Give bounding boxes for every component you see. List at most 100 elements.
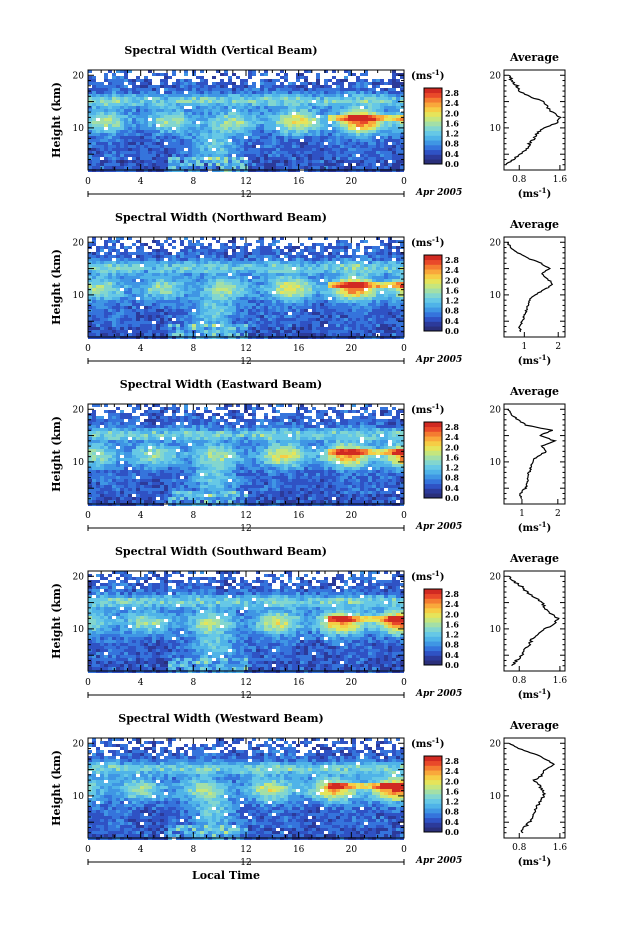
heatmap-cell (352, 285, 356, 288)
heatmap-cell (180, 321, 184, 324)
heatmap-cell (88, 315, 92, 318)
heatmap-cell (360, 279, 364, 282)
heatmap-cell (280, 321, 284, 324)
heatmap-cell (264, 261, 268, 264)
heatmap-cell (368, 291, 372, 294)
heatmap-cell (96, 100, 100, 103)
heatmap-cell (264, 112, 268, 115)
heatmap-cell (252, 124, 256, 127)
heatmap-cell (228, 309, 232, 312)
heatmap-cell (340, 103, 344, 106)
heatmap-cell (252, 273, 256, 276)
heatmap-cell (156, 258, 160, 261)
heatmap-cell (312, 246, 316, 249)
heatmap-cell (244, 273, 248, 276)
heatmap-cell (104, 154, 108, 157)
heatmap-cell (200, 267, 204, 270)
heatmap-cell (112, 103, 116, 106)
heatmap-cell (168, 130, 172, 133)
heatmap-cell (332, 115, 336, 118)
heatmap-cell (240, 88, 244, 91)
heatmap-cell (140, 282, 144, 285)
heatmap-cell (140, 94, 144, 97)
heatmap-cell (108, 154, 112, 157)
heatmap-cell (296, 115, 300, 118)
heatmap-cell (272, 324, 276, 327)
heatmap-cell (108, 139, 112, 142)
heatmap-cell (268, 115, 272, 118)
heatmap-cell (164, 324, 168, 327)
heatmap-cell (320, 330, 324, 333)
heatmap-cell (352, 315, 356, 318)
heatmap-cell (392, 73, 396, 76)
heatmap-cell (268, 312, 272, 315)
heatmap-cell (392, 157, 396, 160)
heatmap-cell (268, 91, 272, 94)
heatmap-cell (284, 127, 288, 130)
heatmap-cell (304, 294, 308, 297)
heatmap-cell (232, 291, 236, 294)
heatmap-cell (200, 103, 204, 106)
heatmap-cell (360, 79, 364, 82)
heatmap-cell (332, 288, 336, 291)
heatmap-cell (204, 267, 208, 270)
heatmap-cell (104, 118, 108, 121)
heatmap-cell (228, 306, 232, 309)
heatmap-cell (392, 291, 396, 294)
heatmap-cell (276, 327, 280, 330)
heatmap-cell (364, 124, 368, 127)
heatmap-cell (388, 288, 392, 291)
heatmap-cell (92, 252, 96, 255)
heatmap-cell (188, 82, 192, 85)
heatmap-cell (276, 267, 280, 270)
heatmap-cell (100, 97, 104, 100)
heatmap-cell (184, 109, 188, 112)
heatmap-cell (364, 82, 368, 85)
heatmap-cell (192, 133, 196, 136)
heatmap-cell (112, 285, 116, 288)
heatmap-cell (176, 121, 180, 124)
heatmap-cell (392, 94, 396, 97)
heatmap-cell (284, 145, 288, 148)
heatmap-cell (248, 109, 252, 112)
heatmap-cell (160, 94, 164, 97)
heatmap-cell (340, 276, 344, 279)
heatmap-cell (364, 79, 368, 82)
heatmap-cell (136, 100, 140, 103)
heatmap-cell (300, 157, 304, 160)
heatmap-cell (124, 118, 128, 121)
heatmap-cell (200, 163, 204, 166)
heatmap-cell (364, 315, 368, 318)
heatmap-cell (360, 264, 364, 267)
heatmap-cell (320, 136, 324, 139)
heatmap-cell (184, 264, 188, 267)
heatmap-cell (148, 133, 152, 136)
heatmap-cell (316, 279, 320, 282)
heatmap-cell (320, 300, 324, 303)
heatmap-cell (264, 276, 268, 279)
heatmap-cell (164, 270, 168, 273)
heatmap-cell (124, 315, 128, 318)
heatmap-cell (352, 294, 356, 297)
heatmap-cell (332, 315, 336, 318)
heatmap-cell (88, 255, 92, 258)
heatmap-cell (260, 279, 264, 282)
heatmap-cell (328, 285, 332, 288)
heatmap-cell (308, 333, 312, 336)
heatmap-cell (360, 166, 364, 169)
heatmap-cell (360, 91, 364, 94)
heatmap-cell (360, 82, 364, 85)
heatmap-cell (232, 309, 236, 312)
heatmap-cell (336, 103, 340, 106)
heatmap-cell (180, 157, 184, 160)
heatmap-cell (308, 109, 312, 112)
heatmap-cell (108, 330, 112, 333)
heatmap-cell (184, 136, 188, 139)
heatmap-cell (208, 142, 212, 145)
heatmap-cell (204, 106, 208, 109)
heatmap-cell (324, 273, 328, 276)
heatmap-cell (344, 157, 348, 160)
heatmap-cell (272, 118, 276, 121)
heatmap-cell (216, 109, 220, 112)
heatmap-cell (284, 270, 288, 273)
